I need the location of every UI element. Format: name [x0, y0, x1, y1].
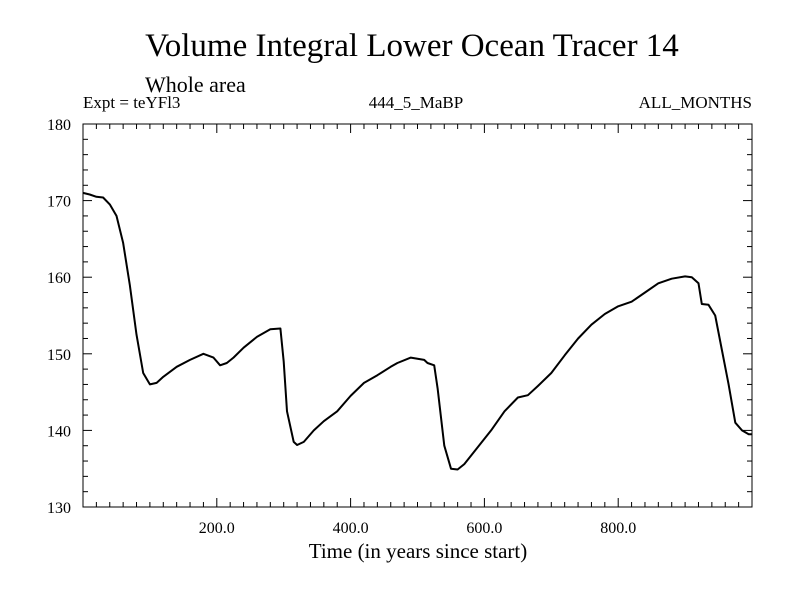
expt-label: Expt = teYFl3: [83, 93, 180, 112]
x-tick-label: 200.0: [199, 520, 235, 537]
x-tick-label: 800.0: [600, 520, 636, 537]
y-tick-label: 150: [47, 347, 71, 364]
x-axis: 200.0 400.0 600.0 800.0: [95, 124, 740, 537]
chart-title: Volume Integral Lower Ocean Tracer 14: [145, 28, 679, 64]
y-axis: 130 140 150 160 170 180: [47, 117, 752, 517]
plot-frame: [82, 123, 753, 508]
y-tick-label: 140: [47, 423, 71, 440]
y-tick-label: 170: [47, 194, 71, 211]
run-label: 444_5_MaBP: [369, 93, 463, 112]
y-tick-label: 130: [47, 500, 71, 517]
chart-subtitle: Whole area: [145, 72, 246, 97]
y-tick-label: 160: [47, 270, 71, 287]
x-axis-label: Time (in years since start): [309, 539, 528, 563]
x-tick-label: 400.0: [333, 520, 369, 537]
x-tick-label: 600.0: [466, 520, 502, 537]
series-line: [82, 191, 752, 471]
y-tick-label: 180: [47, 117, 71, 134]
period-label: ALL_MONTHS: [639, 93, 752, 112]
